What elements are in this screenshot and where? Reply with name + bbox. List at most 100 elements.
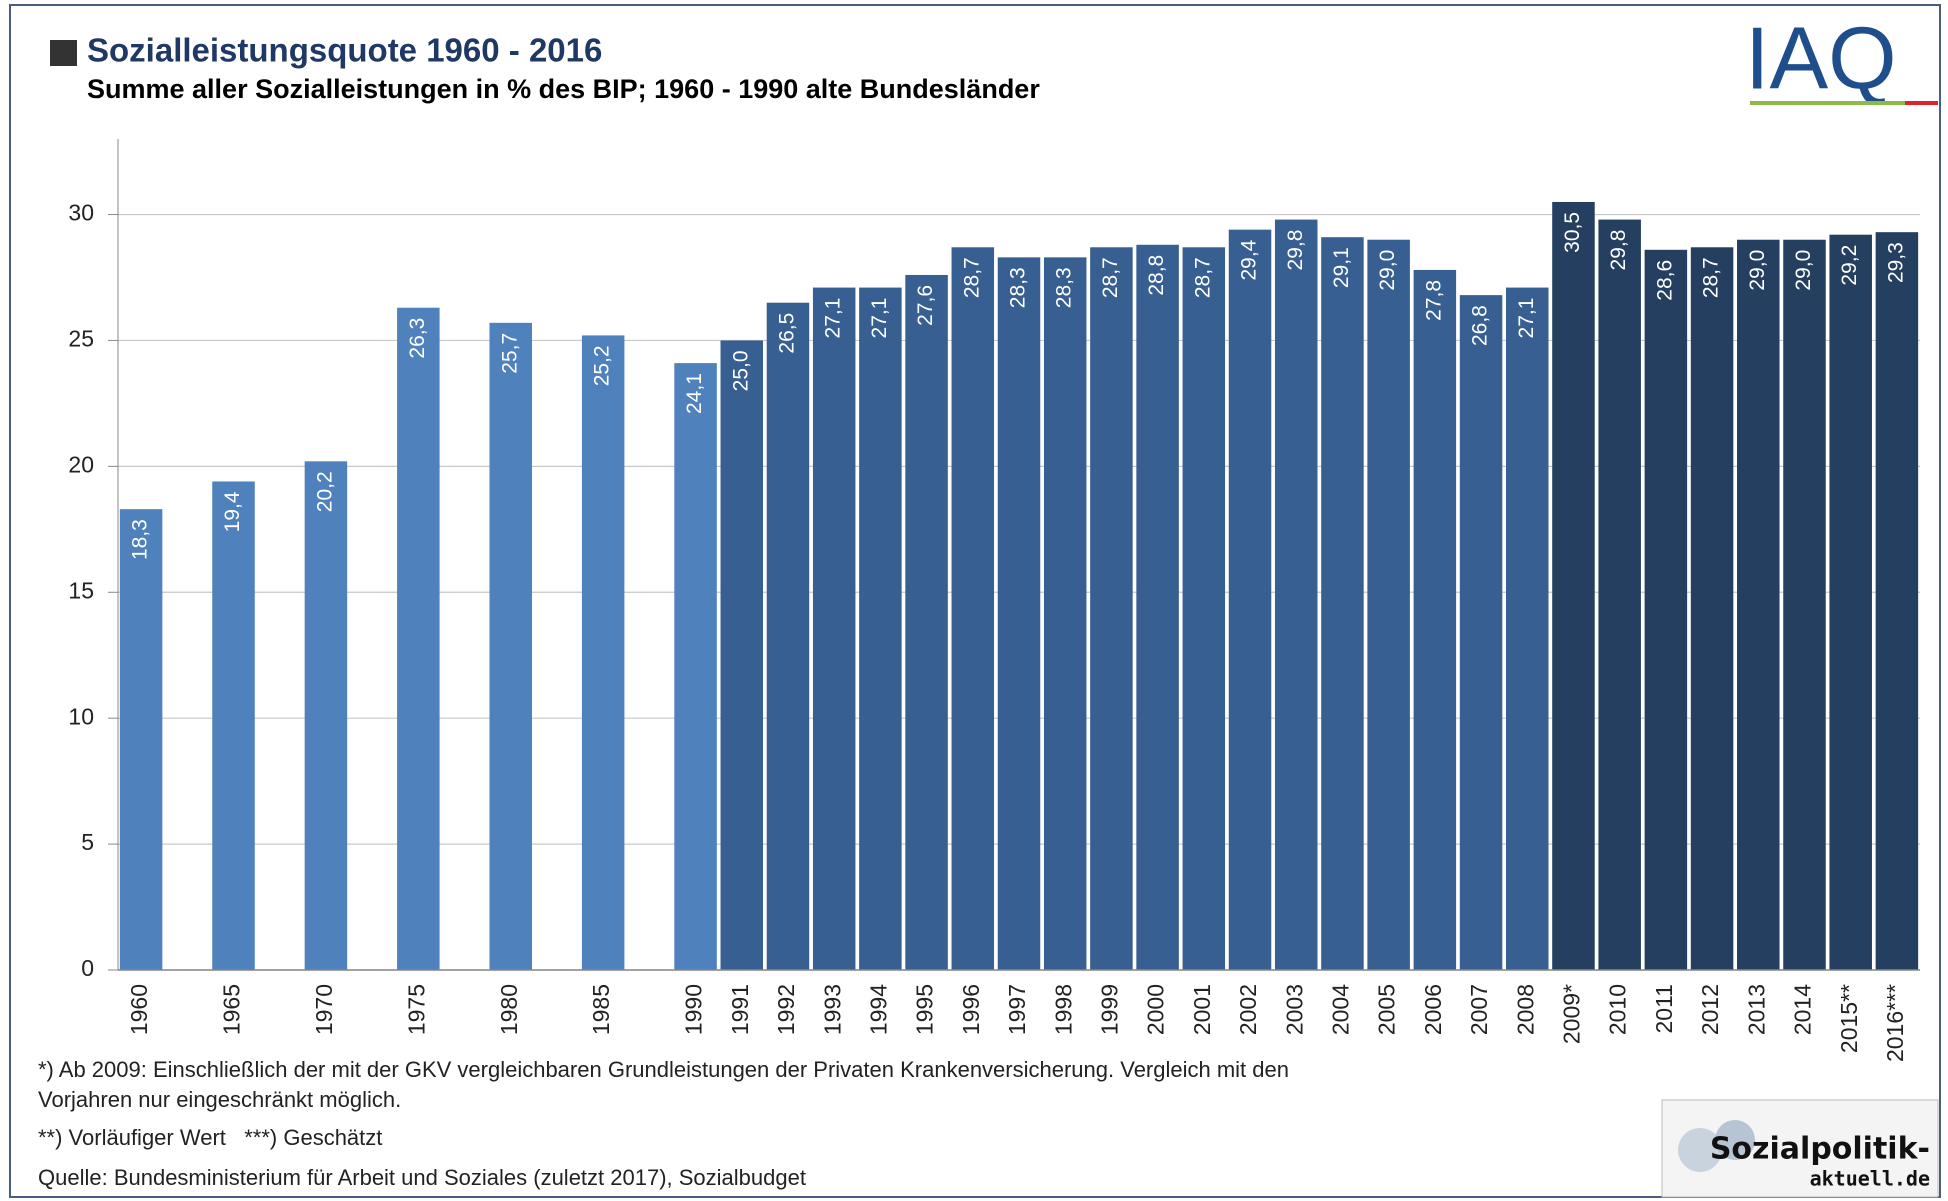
title-marker: [50, 40, 77, 66]
bar: [721, 340, 764, 970]
y-tick-label: 30: [68, 200, 94, 226]
value-label: 29,2: [1838, 245, 1861, 286]
value-label: 29,0: [1746, 250, 1769, 291]
bar: [120, 509, 163, 970]
bar: [489, 323, 532, 970]
chart-subtitle: Summe aller Sozialleistungen in % des BI…: [87, 74, 1040, 104]
badge-text: aktuell.de: [1810, 1167, 1930, 1191]
value-label: 29,1: [1330, 247, 1353, 288]
value-label: 28,6: [1653, 260, 1676, 301]
bar: [1876, 232, 1919, 970]
y-tick-label: 0: [81, 955, 94, 981]
y-tick-label: 5: [81, 829, 94, 855]
footnote: *) Ab 2009: Einschließlich der mit der G…: [38, 1057, 1289, 1082]
x-tick-label: 1993: [819, 984, 845, 1035]
x-tick-label: 2008: [1512, 984, 1538, 1035]
value-label: 28,7: [1700, 257, 1723, 298]
x-tick-label: 1992: [773, 984, 799, 1035]
value-label: 27,1: [1515, 298, 1538, 339]
value-label: 28,7: [1191, 257, 1214, 298]
value-label: 27,8: [1422, 280, 1445, 321]
x-tick-label: 2016***: [1882, 984, 1908, 1062]
bar: [1321, 237, 1364, 970]
bar: [859, 288, 902, 970]
value-label: 29,8: [1607, 230, 1630, 271]
bar: [1506, 288, 1549, 970]
bar: [1275, 220, 1318, 970]
value-label: 29,0: [1792, 250, 1815, 291]
x-tick-label: 1985: [588, 984, 614, 1035]
bar: [212, 481, 255, 970]
footnote: **) Vorläufiger Wert ***) Geschätzt: [38, 1125, 382, 1150]
value-label: 26,5: [776, 313, 799, 354]
x-tick-label: 2014: [1790, 984, 1816, 1035]
x-tick-label: 1980: [496, 984, 522, 1035]
value-label: 27,1: [822, 298, 845, 339]
y-tick-label: 15: [68, 577, 94, 603]
value-label: 30,5: [1561, 212, 1584, 253]
value-label: 25,2: [591, 345, 614, 386]
bar: [1367, 240, 1410, 970]
bar: [1229, 230, 1272, 970]
x-tick-label: 2011: [1651, 984, 1677, 1033]
value-label: 27,1: [868, 298, 891, 339]
chart-title: Sozialleistungsquote 1960 - 2016: [87, 32, 602, 69]
bar: [1136, 245, 1179, 970]
bar: [1183, 247, 1226, 970]
value-label: 20,2: [313, 471, 336, 512]
bar: [1090, 247, 1133, 970]
value-label: 26,8: [1469, 305, 1492, 346]
value-label: 28,3: [1053, 267, 1076, 308]
value-label: 25,7: [498, 333, 521, 374]
x-tick-label: 2015**: [1836, 984, 1862, 1053]
bar: [305, 461, 348, 970]
value-label: 19,4: [221, 491, 244, 532]
bar: [1783, 240, 1826, 970]
value-label: 29,4: [1238, 239, 1261, 280]
value-label: 28,3: [1007, 267, 1030, 308]
x-tick-label: 1999: [1096, 984, 1122, 1035]
value-label: 24,1: [683, 373, 706, 414]
badge-text: Sozialpolitik-: [1710, 1132, 1930, 1167]
bar: [1829, 235, 1872, 970]
x-tick-label: 1995: [912, 984, 938, 1035]
bar: [582, 335, 625, 970]
bar: [1552, 202, 1595, 970]
x-tick-label: 1990: [681, 984, 707, 1035]
y-tick-label: 20: [68, 451, 94, 477]
bar: [1044, 257, 1087, 970]
x-tick-label: 2003: [1281, 984, 1307, 1035]
bar: [1414, 270, 1457, 970]
x-tick-label: 1991: [727, 984, 753, 1035]
value-label: 18,3: [129, 519, 152, 560]
bar: [767, 303, 810, 970]
value-label: 28,7: [960, 257, 983, 298]
x-tick-label: 2013: [1743, 984, 1769, 1035]
bar: [952, 247, 995, 970]
x-tick-label: 2002: [1235, 984, 1261, 1035]
chart: Sozialleistungsquote 1960 - 2016 Summe a…: [0, 0, 1948, 1201]
bar: [1691, 247, 1734, 970]
value-label: 29,3: [1884, 242, 1907, 283]
bar: [998, 257, 1041, 970]
x-tick-label: 1996: [958, 984, 984, 1035]
x-tick-label: 2010: [1605, 984, 1631, 1035]
x-tick-label: 2001: [1189, 984, 1215, 1035]
y-tick-label: 25: [68, 326, 94, 352]
logo: IAQ: [1745, 8, 1897, 107]
bar: [1460, 295, 1503, 970]
bar: [674, 363, 717, 970]
y-tick-label: 10: [68, 703, 94, 729]
bar: [397, 308, 440, 970]
x-tick-label: 1960: [126, 984, 152, 1035]
x-tick-label: 2009*: [1559, 984, 1585, 1044]
value-label: 29,0: [1376, 250, 1399, 291]
x-tick-label: 1970: [311, 984, 337, 1035]
x-tick-label: 1965: [219, 984, 245, 1035]
x-tick-label: 1994: [865, 984, 891, 1035]
value-label: 26,3: [406, 318, 429, 359]
x-tick-label: 2000: [1143, 984, 1169, 1035]
bar: [905, 275, 948, 970]
value-label: 28,7: [1099, 257, 1122, 298]
x-tick-label: 2006: [1420, 984, 1446, 1035]
